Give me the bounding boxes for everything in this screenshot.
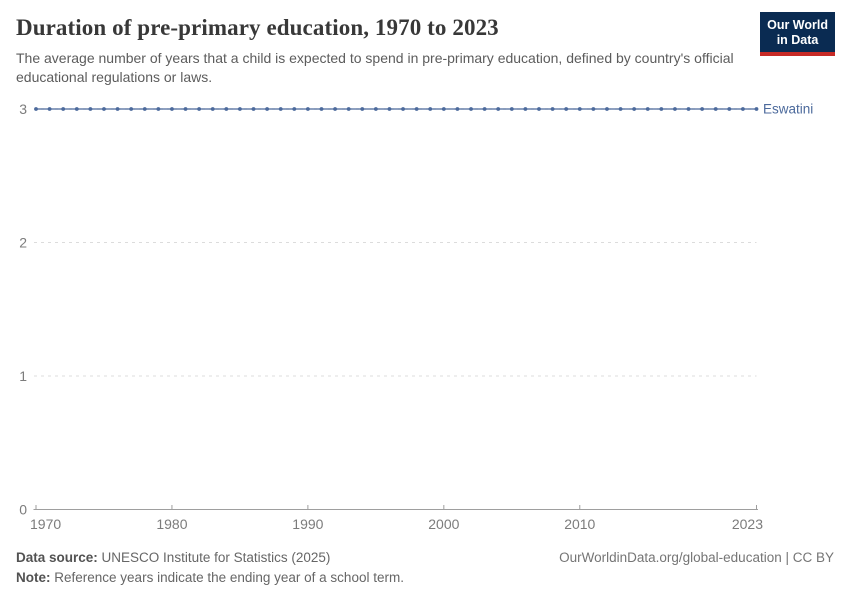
data-point-2021[interactable]: [727, 107, 732, 111]
data-point-1993[interactable]: [346, 107, 351, 111]
data-point-2016[interactable]: [659, 107, 664, 111]
data-source-text: UNESCO Institute for Statistics (2025): [101, 550, 331, 565]
x-tick-label-2023: 2023: [732, 516, 763, 532]
data-point-2012[interactable]: [605, 107, 609, 111]
data-point-2022[interactable]: [741, 107, 745, 111]
x-tick-label-1970: 1970: [30, 516, 61, 532]
data-point-1996[interactable]: [387, 107, 392, 111]
y-tick-label-0: 0: [19, 502, 27, 518]
data-point-1972[interactable]: [61, 107, 66, 111]
data-point-1973[interactable]: [74, 107, 79, 111]
data-point-1986[interactable]: [251, 107, 256, 111]
data-point-1991[interactable]: [319, 107, 324, 111]
data-point-2002[interactable]: [469, 107, 473, 111]
data-point-1970[interactable]: [34, 107, 38, 111]
data-source-label: Data source:: [16, 550, 98, 565]
logo-line2: in Data: [776, 33, 819, 47]
note-line: Note: Reference years indicate the endin…: [16, 568, 404, 588]
data-point-2014[interactable]: [632, 107, 637, 111]
data-point-1983[interactable]: [210, 107, 215, 111]
data-point-1976[interactable]: [115, 107, 120, 111]
data-point-1995[interactable]: [373, 107, 378, 111]
data-point-2003[interactable]: [482, 107, 487, 111]
data-point-1982[interactable]: [197, 107, 202, 111]
data-point-1979[interactable]: [156, 107, 161, 111]
data-point-2004[interactable]: [496, 107, 501, 111]
data-point-1987[interactable]: [265, 107, 270, 111]
data-point-2019[interactable]: [700, 107, 705, 111]
data-point-2010[interactable]: [577, 107, 582, 111]
note-text: Reference years indicate the ending year…: [54, 570, 404, 585]
data-point-2007[interactable]: [537, 107, 541, 111]
data-point-2017[interactable]: [673, 107, 677, 111]
x-tick-label-2000: 2000: [428, 516, 459, 532]
attribution-link[interactable]: OurWorldinData.org/global-education | CC…: [559, 550, 834, 565]
chart-subtitle: The average number of years that a child…: [16, 50, 734, 85]
data-point-2009[interactable]: [564, 107, 569, 111]
entity-label-eswatini[interactable]: Eswatini: [763, 102, 813, 117]
data-point-2006[interactable]: [523, 107, 528, 111]
data-point-1975[interactable]: [102, 107, 106, 111]
data-point-2000[interactable]: [441, 107, 446, 111]
data-point-1990[interactable]: [305, 107, 310, 111]
data-point-1981[interactable]: [183, 107, 188, 111]
y-tick-label-2: 2: [19, 235, 27, 251]
footer-left: Data source: UNESCO Institute for Statis…: [16, 548, 404, 588]
data-source-line: Data source: UNESCO Institute for Statis…: [16, 548, 404, 568]
data-point-1997[interactable]: [401, 107, 405, 111]
data-point-1989[interactable]: [292, 107, 297, 111]
y-tick-label-3: 3: [19, 101, 27, 117]
chart-header: Duration of pre-primary education, 1970 …: [16, 14, 750, 86]
x-tick-label-2010: 2010: [564, 516, 595, 532]
data-point-1999[interactable]: [428, 107, 433, 111]
data-point-2020[interactable]: [713, 107, 718, 111]
x-tick-label-1990: 1990: [292, 516, 323, 532]
data-point-1971[interactable]: [47, 107, 52, 111]
data-point-1988[interactable]: [278, 107, 283, 111]
data-point-1992[interactable]: [333, 107, 337, 111]
data-point-1977[interactable]: [129, 107, 134, 111]
owid-logo[interactable]: Our World in Data: [760, 12, 835, 56]
y-tick-label-1: 1: [19, 368, 27, 384]
data-point-2001[interactable]: [455, 107, 460, 111]
data-point-1980[interactable]: [170, 107, 174, 111]
data-point-2013[interactable]: [618, 107, 623, 111]
data-point-2015[interactable]: [645, 107, 650, 111]
data-point-1994[interactable]: [360, 107, 365, 111]
data-point-2011[interactable]: [591, 107, 596, 111]
data-point-2008[interactable]: [550, 107, 555, 111]
data-point-2018[interactable]: [686, 107, 691, 111]
data-point-1974[interactable]: [88, 107, 93, 111]
chart-title: Duration of pre-primary education, 1970 …: [16, 15, 499, 40]
data-point-1985[interactable]: [238, 107, 242, 111]
chart-footer: Data source: UNESCO Institute for Statis…: [16, 548, 834, 588]
logo-line1: Our World: [767, 18, 828, 32]
x-tick-label-1980: 1980: [156, 516, 187, 532]
data-point-1984[interactable]: [224, 107, 229, 111]
data-point-2023[interactable]: [754, 107, 759, 111]
note-label: Note:: [16, 570, 51, 585]
data-point-1998[interactable]: [414, 107, 419, 111]
data-point-2005[interactable]: [509, 107, 514, 111]
data-point-1978[interactable]: [142, 107, 147, 111]
